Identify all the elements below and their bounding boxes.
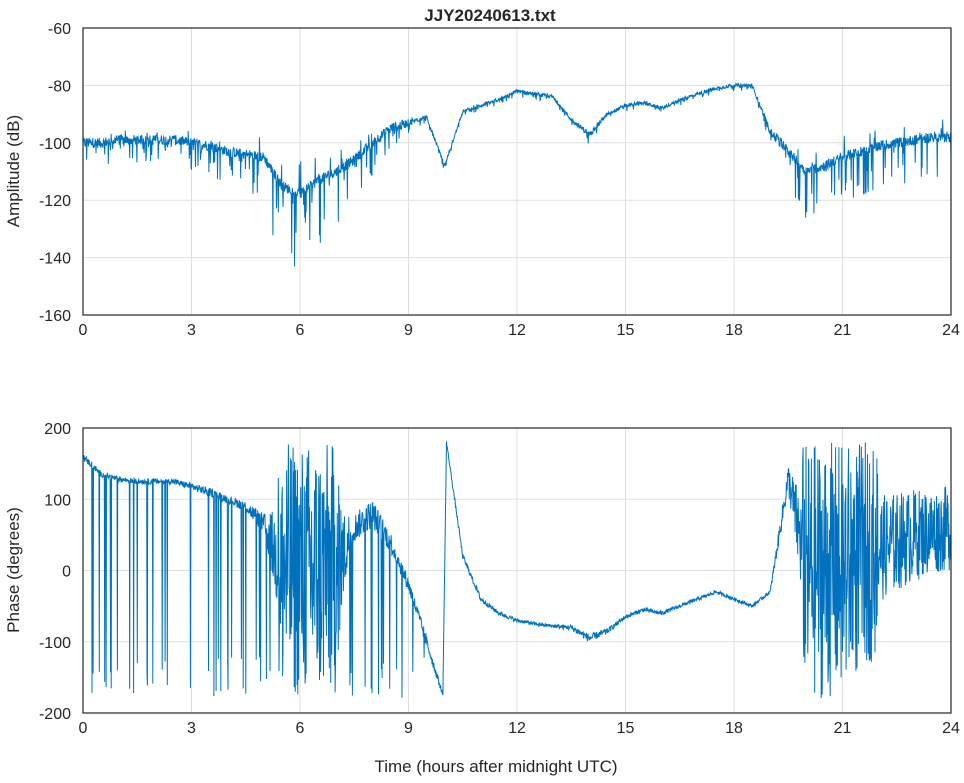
amplitude-y-label: Amplitude (dB)	[4, 115, 23, 227]
y-tick-label: -140	[39, 251, 71, 268]
axes-box	[82, 427, 952, 714]
x-tick-label: 12	[508, 322, 526, 339]
x-tick-label: 12	[508, 720, 526, 737]
y-tick-label: -100	[39, 136, 71, 153]
y-tick-label: -200	[39, 706, 71, 723]
amplitude-series-line	[82, 82, 952, 267]
x-tick-label: 3	[187, 322, 196, 339]
chart-title: JJY20240613.txt	[424, 6, 556, 25]
y-tick-label: 100	[44, 492, 71, 509]
x-tick-label: 24	[942, 322, 960, 339]
x-tick-label: 3	[187, 720, 196, 737]
phase-series-line	[82, 441, 952, 699]
y-tick-label: -100	[39, 635, 71, 652]
y-tick-label: -120	[39, 193, 71, 210]
x-tick-label: 6	[296, 322, 305, 339]
y-tick-label: -60	[48, 21, 71, 38]
x-tick-label: 21	[834, 720, 852, 737]
x-tick-label: 18	[725, 720, 743, 737]
phase-y-label: Phase (degrees)	[4, 507, 23, 633]
x-tick-label: 9	[404, 720, 413, 737]
y-tick-label: -80	[48, 78, 71, 95]
x-tick-label: 6	[296, 720, 305, 737]
x-tick-label: 0	[79, 720, 88, 737]
amplitude-axes: 0 3 6 9 12 15 18 21 24 -60 -80 -100 -120 -140 -160	[39, 21, 960, 339]
x-tick-label: 21	[834, 322, 852, 339]
phase-axes: 0 3 6 9 12 15 18 21 24 200 100 0 -100 -200	[39, 421, 960, 737]
y-tick-label: 0	[62, 564, 71, 581]
x-tick-label: 15	[617, 720, 635, 737]
y-tick-label: 200	[44, 421, 71, 438]
x-tick-label: 15	[617, 322, 635, 339]
time-x-label: Time (hours after midnight UTC)	[374, 757, 617, 776]
x-tick-label: 9	[404, 322, 413, 339]
y-tick-label: -160	[39, 308, 71, 325]
x-tick-label: 18	[725, 322, 743, 339]
x-tick-label: 0	[79, 322, 88, 339]
x-tick-label: 24	[942, 720, 960, 737]
axes-box	[82, 27, 952, 316]
